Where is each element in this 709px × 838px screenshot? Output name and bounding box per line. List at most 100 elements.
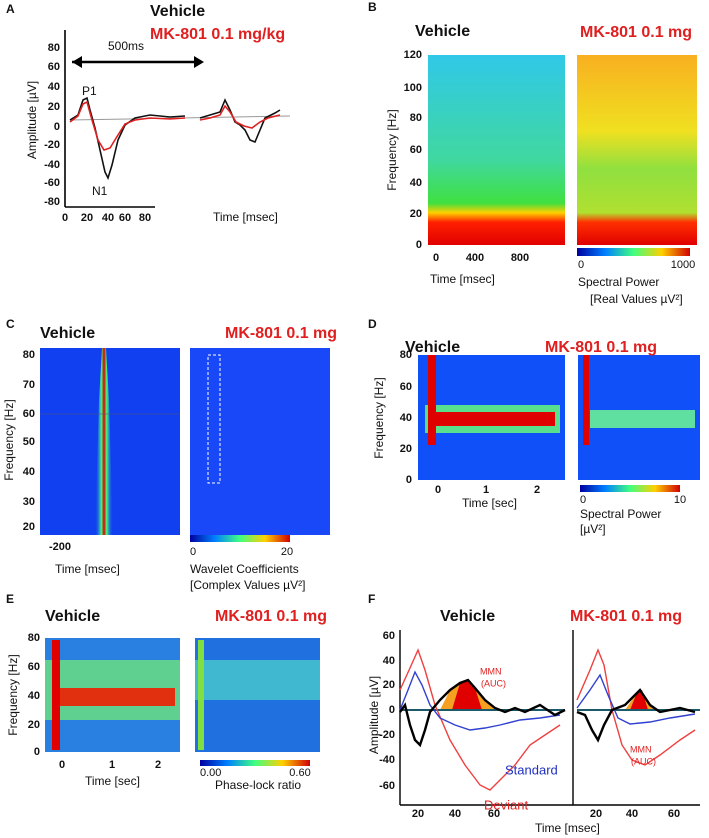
annotation: (AUC) (481, 678, 506, 688)
y-tick-label: 60 (28, 661, 40, 673)
panel-d-maps (418, 355, 700, 492)
annotation: (AUC) (631, 756, 656, 766)
y-tick-label: -20 (379, 729, 395, 741)
x-tick-label: 0 (59, 759, 65, 771)
x-tick-label: 20 (81, 212, 93, 224)
colorbar-tick: 1000 (671, 259, 695, 271)
panel-subtitle: MK-801 0.1 mg (570, 608, 682, 625)
panel-subtitle: MK-801 0.1 mg (580, 24, 692, 41)
y-tick-label: 60 (23, 408, 35, 420)
y-tick-label: 30 (23, 496, 35, 508)
colorbar-tick: 10 (674, 494, 686, 506)
scale-bar-label: 500ms (108, 39, 144, 53)
y-tick-label: 20 (383, 679, 395, 691)
x-tick-label: 80 (139, 212, 151, 224)
x-tick-label: 2 (155, 759, 161, 771)
panel-subtitle: MK-801 0.1 mg (215, 608, 327, 625)
x-tick-label: 1 (109, 759, 115, 771)
panel-subtitle: MK-801 0.1 mg/kg (150, 26, 285, 43)
y-axis-label: Frequency [Hz] (372, 377, 386, 458)
panel-label: E (6, 592, 14, 606)
colorbar-label: [µV²] (580, 522, 606, 536)
y-tick-label: 60 (383, 630, 395, 642)
y-tick-label: 80 (400, 349, 412, 361)
colorbar-label: Phase-lock ratio (215, 778, 301, 792)
x-tick-label: 60 (119, 212, 131, 224)
panel-b-maps (428, 55, 697, 256)
y-tick-label: 40 (410, 177, 422, 189)
panel-subtitle: MK-801 0.1 mg (225, 325, 337, 342)
y-axis-label: Frequency [Hz] (2, 399, 16, 480)
colorbar-tick: 0.60 (289, 767, 310, 779)
y-tick-label: 20 (410, 208, 422, 220)
colorbar-label: [Complex Values µV²] (190, 578, 305, 592)
y-tick-label: 40 (28, 690, 40, 702)
x-tick-label: 20 (590, 808, 602, 820)
x-tick-label: 60 (668, 808, 680, 820)
y-axis-label: Frequency [Hz] (6, 654, 20, 735)
y-tick-label: 0 (416, 239, 422, 251)
x-tick-label: 2 (534, 484, 540, 496)
annotation: Deviant (484, 797, 528, 812)
x-tick-label: 40 (449, 808, 461, 820)
panel-title: Vehicle (415, 23, 470, 40)
x-axis-label: Time [msec] (213, 210, 278, 224)
annotation: MMN (480, 666, 502, 676)
annotation: Standard (505, 762, 558, 777)
panel-title: Vehicle (150, 3, 205, 20)
x-axis-label: Time [msec] (535, 821, 600, 835)
y-tick-label: -40 (44, 159, 60, 171)
x-axis-label: Time [sec] (85, 774, 140, 788)
y-tick-label: 20 (23, 521, 35, 533)
y-tick-label: 80 (23, 349, 35, 361)
panel-c-maps (40, 348, 330, 542)
panel-subtitle: MK-801 0.1 mg (545, 339, 657, 356)
x-tick-label: 1 (483, 484, 489, 496)
y-tick-label: 40 (400, 412, 412, 424)
x-tick-label: 40 (102, 212, 114, 224)
x-tick-label: 0 (433, 252, 439, 264)
colorbar-label: Spectral Power (578, 275, 659, 289)
peak-label: N1 (92, 184, 108, 198)
colorbar-label: Wavelet Coefficients (190, 562, 299, 576)
y-tick-label: 0 (54, 121, 60, 133)
x-tick-label: 0 (62, 212, 68, 224)
y-tick-label: 80 (48, 42, 60, 54)
colorbar-tick: 0.00 (200, 767, 221, 779)
y-tick-label: -60 (44, 177, 60, 189)
colorbar-label: Spectral Power (580, 507, 661, 521)
y-tick-label: 20 (400, 443, 412, 455)
x-tick-label: 400 (466, 252, 484, 264)
panel-label: F (368, 592, 375, 606)
x-axis-label: Time [msec] (55, 562, 120, 576)
y-tick-label: 60 (48, 61, 60, 73)
panel-e-maps (45, 638, 320, 766)
colorbar-label: [Real Values µV²] (590, 292, 683, 306)
y-tick-label: 80 (28, 632, 40, 644)
colorbar-tick: 0 (578, 259, 584, 271)
annotation: MMN (630, 744, 652, 754)
x-tick-label: 0 (435, 484, 441, 496)
y-tick-label: 0 (406, 474, 412, 486)
colorbar-tick: 0 (190, 546, 196, 558)
y-axis-label: Amplitude [µV] (367, 676, 381, 754)
colorbar-tick: 20 (281, 546, 293, 558)
colorbar-tick: 0 (580, 494, 586, 506)
panel-label: A (6, 2, 15, 16)
y-tick-label: 40 (48, 81, 60, 93)
x-tick-label: -200 (49, 541, 71, 553)
y-tick-label: 120 (404, 49, 422, 61)
y-tick-label: 80 (410, 112, 422, 124)
y-tick-label: 70 (23, 379, 35, 391)
panel-f-traces (399, 630, 700, 806)
y-tick-label: 40 (383, 655, 395, 667)
y-tick-label: -40 (379, 754, 395, 766)
y-tick-label: 40 (23, 466, 35, 478)
y-tick-label: 20 (48, 101, 60, 113)
y-tick-label: -80 (44, 196, 60, 208)
y-axis-label: Frequency [Hz] (385, 109, 399, 190)
y-tick-label: 20 (28, 719, 40, 731)
panel-title: Vehicle (405, 339, 460, 356)
panel-label: C (6, 317, 15, 331)
